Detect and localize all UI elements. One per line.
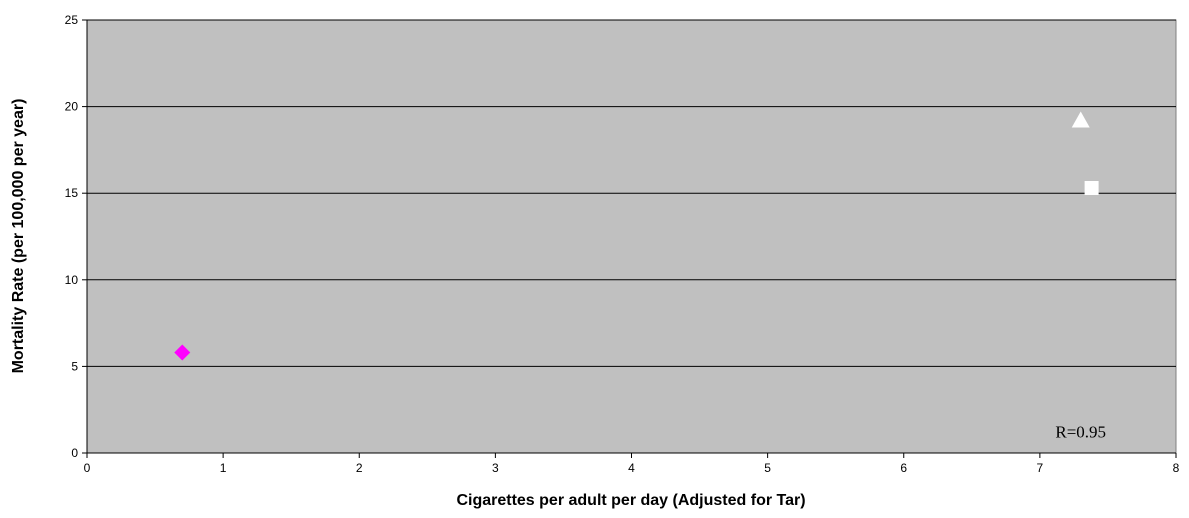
y-tick-label: 25 xyxy=(65,13,79,27)
y-tick-label: 20 xyxy=(65,100,79,114)
x-tick-label: 7 xyxy=(1037,461,1044,475)
correlation-annotation: R=0.95 xyxy=(1055,422,1106,441)
y-tick-labels: 0 5 10 15 20 25 xyxy=(65,13,79,460)
axes xyxy=(82,19,1177,458)
y-tick-label: 5 xyxy=(71,359,78,373)
x-tick-label: 6 xyxy=(900,461,907,475)
x-axis-title: Cigarettes per adult per day (Adjusted f… xyxy=(456,492,805,509)
data-point-square xyxy=(1084,181,1099,196)
plot-area xyxy=(86,19,1177,454)
data-point-diamond xyxy=(174,344,191,361)
x-tick-label: 8 xyxy=(1173,461,1180,475)
y-axis-title: Mortality Rate (per 100,000 per year) xyxy=(10,99,27,374)
x-tick-label: 2 xyxy=(356,461,363,475)
x-tick-label: 5 xyxy=(764,461,771,475)
data-points xyxy=(174,111,1099,361)
x-tick-label: 0 xyxy=(84,461,91,475)
x-tick-labels: 0 1 2 3 4 5 6 7 8 xyxy=(84,461,1180,475)
x-tick-label: 3 xyxy=(492,461,499,475)
y-tick-label: 0 xyxy=(71,446,78,460)
x-tick-label: 4 xyxy=(628,461,635,475)
y-tick-label: 10 xyxy=(65,273,79,287)
x-tick-label: 1 xyxy=(220,461,227,475)
gridlines xyxy=(87,19,1176,367)
data-point-triangle xyxy=(1071,111,1090,128)
y-tick-label: 15 xyxy=(65,186,79,200)
